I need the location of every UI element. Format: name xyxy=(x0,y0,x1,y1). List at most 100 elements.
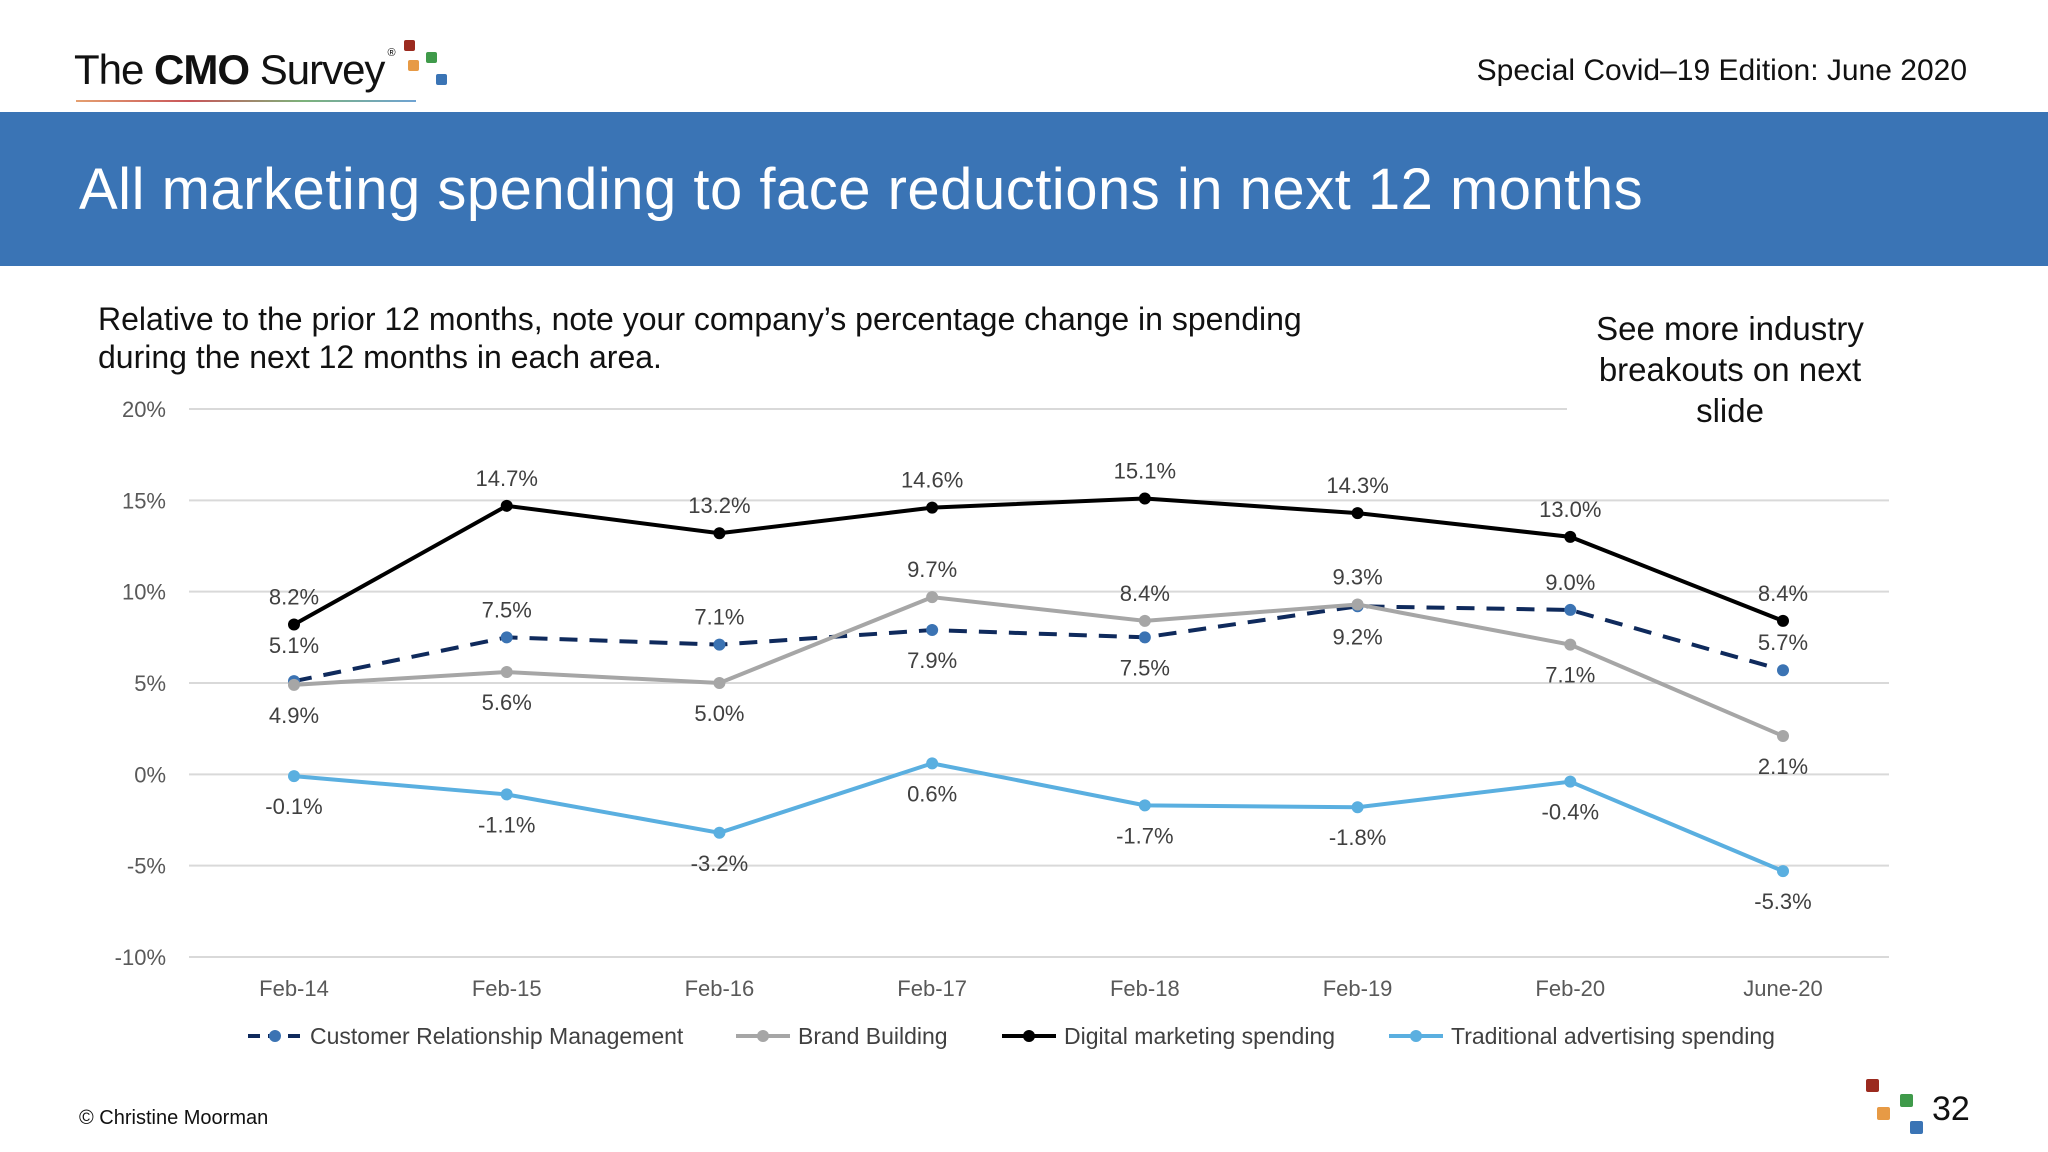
x-tick-label: Feb-16 xyxy=(685,976,755,1001)
y-tick-label: 20% xyxy=(122,397,166,422)
data-point xyxy=(288,770,300,783)
logo-square-red xyxy=(403,40,415,51)
series-line-1 xyxy=(293,595,1784,738)
series-line-2 xyxy=(293,496,1784,627)
y-tick-label: 10% xyxy=(122,580,166,605)
data-label: 9.0% xyxy=(1545,570,1595,595)
data-label: -5.3% xyxy=(1754,889,1811,914)
data-label: 4.9% xyxy=(269,703,319,728)
x-tick-label: Feb-17 xyxy=(897,976,967,1001)
data-point xyxy=(1138,799,1151,812)
data-label: -0.4% xyxy=(1542,800,1599,825)
x-tick-label: Feb-19 xyxy=(1323,976,1393,1001)
data-label: 15.1% xyxy=(1114,459,1176,484)
data-point xyxy=(1564,530,1577,543)
data-label: 7.1% xyxy=(1545,663,1595,688)
legend-label: Customer Relationship Management xyxy=(310,1023,684,1049)
y-tick-label: 15% xyxy=(122,488,166,513)
data-label: 5.7% xyxy=(1758,630,1808,655)
footer-square-blue xyxy=(1910,1121,1923,1134)
legend-marker xyxy=(269,1030,281,1042)
y-tick-label: -5% xyxy=(127,854,166,879)
data-point xyxy=(713,527,726,540)
data-label: 13.0% xyxy=(1539,497,1601,522)
legend-label: Brand Building xyxy=(798,1023,948,1049)
x-tick-label: Feb-15 xyxy=(472,976,542,1001)
data-label: 7.1% xyxy=(694,605,744,630)
data-label: 5.1% xyxy=(269,633,319,658)
footer-square-red xyxy=(1866,1079,1879,1092)
data-label: 2.1% xyxy=(1758,754,1808,779)
data-point xyxy=(713,677,726,689)
data-label: -3.2% xyxy=(691,851,748,876)
data-point xyxy=(1777,865,1789,878)
data-point xyxy=(1138,631,1151,644)
data-label: 8.4% xyxy=(1758,581,1808,606)
side-note: See more industry breakouts on next slid… xyxy=(1596,310,1864,429)
y-tick-label: -10% xyxy=(115,945,166,970)
legend-label: Digital marketing spending xyxy=(1064,1023,1335,1049)
data-label: 14.7% xyxy=(476,466,538,491)
data-label: 14.3% xyxy=(1326,473,1388,498)
legend-marker xyxy=(757,1030,769,1042)
logo-square-green xyxy=(425,52,437,63)
data-point xyxy=(1777,664,1789,677)
footer-square-green xyxy=(1900,1094,1913,1107)
data-label: 14.6% xyxy=(901,468,963,493)
data-label: 8.2% xyxy=(269,585,319,610)
series-line-0 xyxy=(293,604,1784,684)
data-point xyxy=(1564,603,1577,616)
x-tick-label: Feb-14 xyxy=(259,976,329,1001)
data-point xyxy=(1138,492,1151,505)
logo-square-orange xyxy=(407,60,419,71)
data-point xyxy=(500,666,513,679)
data-point xyxy=(1351,598,1364,611)
logo-text: The CMO Survey xyxy=(74,46,385,93)
data-label: 13.2% xyxy=(688,493,750,518)
data-point xyxy=(926,501,939,514)
data-label: 7.5% xyxy=(482,597,532,622)
logo-square-blue xyxy=(435,74,447,85)
footer-square-orange xyxy=(1877,1107,1890,1120)
question-text: Relative to the prior 12 months, note yo… xyxy=(98,301,1302,375)
data-point xyxy=(1351,507,1364,520)
legend-marker xyxy=(1410,1030,1422,1042)
data-label: 0.6% xyxy=(907,781,957,806)
cmo-survey-logo: The CMO Survey ® xyxy=(74,40,452,104)
data-label: -1.8% xyxy=(1329,825,1386,850)
data-point xyxy=(288,678,300,691)
data-point xyxy=(1777,729,1789,742)
page-title: All marketing spending to face reduction… xyxy=(79,157,1644,222)
data-label: -0.1% xyxy=(265,794,322,819)
data-label: -1.7% xyxy=(1116,823,1173,848)
data-point xyxy=(500,499,513,512)
data-label: 9.3% xyxy=(1332,564,1382,589)
edition-label: Special Covid–19 Edition: June 2020 xyxy=(1476,54,1967,87)
data-point xyxy=(1564,775,1577,788)
data-point xyxy=(926,624,939,637)
data-point xyxy=(926,591,939,604)
data-point xyxy=(1564,638,1577,651)
legend-marker xyxy=(1023,1030,1035,1042)
data-label: 7.9% xyxy=(907,648,957,673)
x-tick-label: June-20 xyxy=(1743,976,1823,1001)
copyright: © Christine Moorman xyxy=(79,1107,269,1129)
legend-label: Traditional advertising spending xyxy=(1451,1023,1775,1049)
title-band: All marketing spending to face reduction… xyxy=(0,112,2048,266)
registered-mark: ® xyxy=(387,47,396,59)
data-point xyxy=(713,638,726,651)
data-label: -1.1% xyxy=(478,812,535,837)
data-point xyxy=(1777,614,1789,627)
y-tick-label: 5% xyxy=(134,671,166,696)
data-label: 5.6% xyxy=(482,690,532,715)
data-point xyxy=(1351,801,1364,814)
logo-squares xyxy=(403,40,452,92)
data-point xyxy=(713,826,726,839)
data-point xyxy=(500,788,513,801)
series-line-3 xyxy=(293,761,1784,873)
data-point xyxy=(288,618,300,631)
x-tick-label: Feb-20 xyxy=(1535,976,1605,1001)
data-label: 9.2% xyxy=(1332,624,1382,649)
data-label: 5.0% xyxy=(694,701,744,726)
data-label: 9.7% xyxy=(907,557,957,582)
